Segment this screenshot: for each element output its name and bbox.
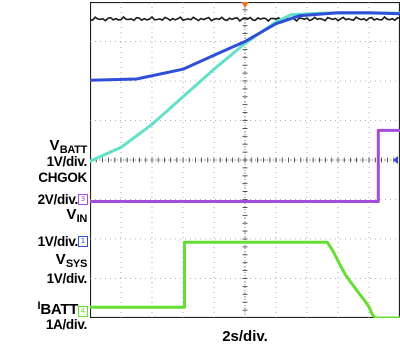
vbatt-label: VBATT (49, 137, 87, 156)
vin-label: VIN (66, 206, 87, 225)
scope-screen (90, 2, 400, 318)
timebase-label: 2s/div. (222, 328, 268, 345)
top-noise-band (90, 15, 400, 23)
channel-1-marker: 1 (78, 236, 88, 247)
trace-vsys (90, 240, 400, 318)
ibatt-label: IBATT (37, 300, 79, 318)
trace-vin (90, 11, 400, 82)
trigger-level-marker (393, 156, 398, 164)
trace-chgok (90, 128, 400, 203)
chgok-label: CHGOK (38, 170, 87, 185)
vsys-label: VSYS (55, 251, 88, 270)
trigger-marker (241, 2, 249, 8)
channel-4-marker: 4 (78, 306, 88, 317)
vin-scale-label: 1V/div. (37, 234, 79, 249)
vsys-scale-label: 1V/div. (46, 271, 88, 286)
vbatt-scale-label: 1V/div. (46, 154, 88, 169)
scope-plot (90, 2, 400, 318)
channel-3-marker: 3 (78, 194, 88, 205)
chgok-scale-label: 2V/div. (37, 192, 79, 207)
ibatt-scale-label: 1A/div. (45, 317, 87, 332)
channel-labels: VBATT 1V/div. CHGOK 2V/div. 3 VIN 1V/div… (0, 0, 90, 354)
